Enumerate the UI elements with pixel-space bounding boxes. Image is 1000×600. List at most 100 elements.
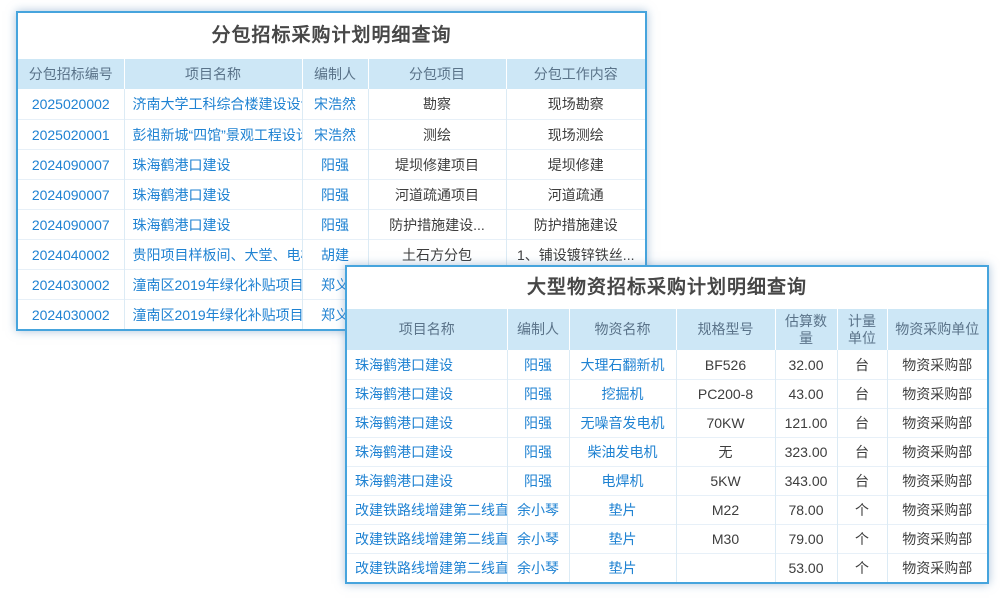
- cell-sub-project: 测绘: [367, 119, 506, 150]
- cell-project-name[interactable]: 珠海鹤港口建设: [347, 437, 507, 467]
- table-row: 2024040002 贵阳项目样板间、大堂、电梯 胡建 土石方分包 1、铺设镀锌铁丝..…: [18, 239, 645, 270]
- cell-work-content: 现场测绘: [505, 119, 645, 150]
- cell-project-name[interactable]: 珠海鹤港口建设: [123, 179, 302, 210]
- cell-project-name[interactable]: 改建铁路线增建第二线直通: [347, 553, 507, 582]
- cell-procurement-org: 物资采购部: [886, 379, 987, 409]
- table-row: 珠海鹤港口建设 阳强 无噪音发电机 70KW 121.00 台物资采购部: [347, 408, 987, 438]
- cell-estimated-qty: 121.00: [774, 408, 837, 438]
- column-header-unit: 计量单位: [836, 309, 887, 350]
- cell-material-name[interactable]: 挖掘机: [568, 379, 676, 409]
- cell-procurement-org: 物资采购部: [886, 553, 987, 582]
- cell-preparer[interactable]: 阳强: [506, 408, 569, 438]
- cell-estimated-qty: 43.00: [774, 379, 837, 409]
- cell-procurement-org: 物资采购部: [886, 350, 987, 380]
- cell-preparer[interactable]: 阳强: [506, 350, 569, 380]
- cell-material-name[interactable]: 大理石翻新机: [568, 350, 676, 380]
- cell-estimated-qty: 323.00: [774, 437, 837, 467]
- cell-work-content: 堤坝修建: [505, 149, 645, 180]
- cell-project-name[interactable]: 贵阳项目样板间、大堂、电梯: [123, 239, 302, 270]
- cell-bid-number[interactable]: 2024090007: [18, 179, 124, 210]
- cell-unit: 台: [836, 350, 887, 380]
- cell-project-name[interactable]: 珠海鹤港口建设: [355, 356, 453, 373]
- cell-preparer[interactable]: 阳强: [301, 149, 368, 180]
- cell-material-name[interactable]: 无噪音发电机: [568, 408, 676, 438]
- table-row: 珠海鹤港口建设 阳强 电焊机 5KW 343.00 台物资采购部: [347, 466, 987, 496]
- cell-sub-project: 堤坝修建项目: [367, 149, 506, 180]
- cell-project-name[interactable]: 潼南区2019年绿化补贴项目: [123, 299, 302, 329]
- table-row: 改建铁路线增建第二线直通 余小琴 垫片 M22 78.00 个物资采购部: [347, 495, 987, 525]
- cell-project-name[interactable]: 改建铁路线增建第二线直通: [347, 495, 507, 525]
- column-header-material-name: 物资名称: [568, 309, 676, 350]
- table-header-row: 分包招标编号 项目名称 编制人 分包项目 分包工作内容: [18, 59, 645, 89]
- cell-preparer[interactable]: 宋浩然: [301, 119, 368, 150]
- cell-project-name[interactable]: 改建铁路线增建第二线直通: [347, 524, 507, 554]
- cell-project-name[interactable]: 珠海鹤港口建设: [347, 466, 507, 496]
- table-header-row: 项目名称 编制人 物资名称 规格型号 估算数量 计量单位 物资采购单位: [347, 309, 987, 350]
- table-row: 2024090007 珠海鹤港口建设 阳强 河道疏通项目 河道疏通: [18, 179, 645, 210]
- cell-preparer[interactable]: 余小琴: [506, 495, 569, 525]
- column-header-preparer: 编制人: [506, 309, 569, 350]
- cell-project-name[interactable]: 珠海鹤港口建设: [123, 209, 302, 240]
- cell-material-name[interactable]: 柴油发电机: [568, 437, 676, 467]
- cell-preparer[interactable]: 宋浩然: [301, 89, 368, 120]
- cell-preparer[interactable]: 胡建: [301, 239, 368, 270]
- cell-estimated-qty: 53.00: [774, 553, 837, 582]
- cell-material-name[interactable]: 垫片: [568, 495, 676, 525]
- cell-spec-model: PC200-8: [675, 379, 775, 409]
- cell-project-name[interactable]: 济南大学工科综合楼建设设计: [123, 89, 302, 120]
- cell-sub-project: 河道疏通项目: [367, 179, 506, 210]
- cell-sub-project: 防护措施建设...: [367, 209, 506, 240]
- cell-work-content: 防护措施建设: [505, 209, 645, 240]
- cell-estimated-qty: 78.00: [774, 495, 837, 525]
- cell-preparer[interactable]: 阳强: [506, 437, 569, 467]
- cell-project-name[interactable]: 珠海鹤港口建设: [123, 149, 302, 180]
- cell-estimated-qty: 79.00: [774, 524, 837, 554]
- cell-bid-number[interactable]: 2024090007: [18, 149, 124, 180]
- table-row: 珠海鹤港口建设 阳强 挖掘机 PC200-8 43.00 台物资采购部: [347, 379, 987, 409]
- cell-procurement-org: 物资采购部: [886, 524, 987, 554]
- column-header-procurement-org: 物资采购单位: [886, 309, 987, 350]
- column-header-project-name: 项目名称: [347, 309, 507, 350]
- cell-spec-model: BF526: [675, 350, 775, 380]
- cell-material-name[interactable]: 垫片: [568, 524, 676, 554]
- cell-estimated-qty: 32.00: [774, 350, 837, 380]
- cell-unit: 个: [836, 553, 887, 582]
- cell-work-content: 现场勘察: [505, 89, 645, 120]
- cell-spec-model: 无: [675, 437, 775, 467]
- cell-preparer[interactable]: 阳强: [506, 466, 569, 496]
- cell-bid-number[interactable]: 2025020002: [31, 96, 110, 112]
- cell-estimated-qty: 343.00: [774, 466, 837, 496]
- table-row: 2025020001 彭祖新城“四馆”景观工程设计 宋浩然 测绘 现场测绘: [18, 119, 645, 150]
- material-bidding-query-panel: 大型物资招标采购计划明细查询 项目名称 编制人 物资名称 规格型号 估算数量 计…: [345, 265, 989, 584]
- panel-title: 大型物资招标采购计划明细查询: [526, 277, 807, 298]
- cell-bid-number[interactable]: 2024030002: [18, 269, 124, 300]
- cell-material-name[interactable]: 电焊机: [568, 466, 676, 496]
- cell-project-name[interactable]: 潼南区2019年绿化补贴项目: [123, 269, 302, 300]
- cell-spec-model: M30: [675, 524, 775, 554]
- column-header-spec-model: 规格型号: [675, 309, 775, 350]
- column-header-estimated-qty: 估算数量: [774, 309, 837, 350]
- cell-work-content: 1、铺设镀锌铁丝...: [505, 239, 645, 270]
- cell-unit: 个: [836, 495, 887, 525]
- cell-spec-model: 5KW: [675, 466, 775, 496]
- cell-preparer[interactable]: 阳强: [506, 379, 569, 409]
- cell-project-name[interactable]: 珠海鹤港口建设: [347, 408, 507, 438]
- table-row: 珠海鹤港口建设 阳强 柴油发电机无 323.00 台物资采购部: [347, 437, 987, 467]
- cell-bid-number[interactable]: 2024090007: [18, 209, 124, 240]
- table-row: 2024090007 珠海鹤港口建设 阳强 防护措施建设... 防护措施建设: [18, 209, 645, 240]
- cell-bid-number[interactable]: 2024040002: [18, 239, 124, 270]
- cell-sub-project: 土石方分包: [367, 239, 506, 270]
- cell-bid-number[interactable]: 2025020001: [18, 119, 124, 150]
- cell-preparer[interactable]: 阳强: [301, 179, 368, 210]
- cell-spec-model: [675, 553, 775, 582]
- cell-preparer[interactable]: 阳强: [301, 209, 368, 240]
- cell-bid-number[interactable]: 2024030002: [18, 299, 124, 329]
- cell-preparer[interactable]: 余小琴: [506, 524, 569, 554]
- cell-project-name[interactable]: 彭祖新城“四馆”景观工程设计: [123, 119, 302, 150]
- table-row: 2024090007 珠海鹤港口建设 阳强 堤坝修建项目 堤坝修建: [18, 149, 645, 180]
- cell-project-name[interactable]: 珠海鹤港口建设: [347, 379, 507, 409]
- cell-material-name[interactable]: 垫片: [568, 553, 676, 582]
- cell-procurement-org: 物资采购部: [886, 408, 987, 438]
- cell-preparer[interactable]: 余小琴: [506, 553, 569, 582]
- table-row: 改建铁路线增建第二线直通 余小琴 垫片 M30 79.00 个物资采购部: [347, 524, 987, 554]
